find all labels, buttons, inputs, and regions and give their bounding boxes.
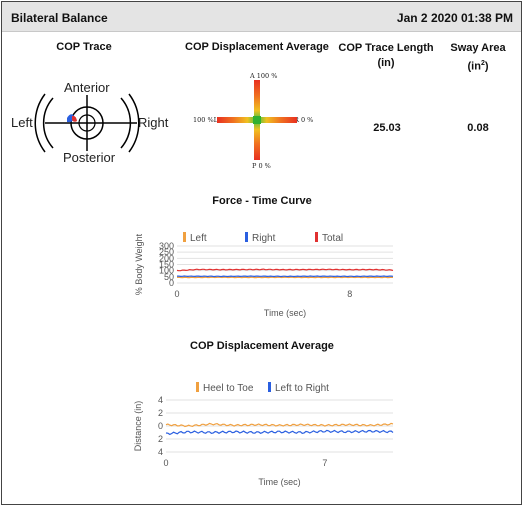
posterior-label: Posterior	[63, 150, 116, 165]
posterior-percent: P 0 %	[252, 162, 271, 170]
sway-area-value: 0.08	[467, 122, 489, 134]
x-tick-label: 8	[347, 289, 352, 299]
report-header: Bilateral Balance Jan 2 2020 01:38 PM	[2, 2, 521, 32]
report-date: Jan 2 2020 01:38 PM	[396, 11, 513, 25]
trace-length-label-line1: COP Trace Length	[338, 42, 434, 54]
x-tick-label: 0	[163, 458, 168, 468]
y-axis-label: % Body Weight	[134, 233, 144, 295]
y-tick-label: 4	[158, 447, 163, 457]
y-tick-label: 0	[158, 421, 163, 431]
legend-swatch-1	[268, 382, 271, 392]
right-percent: R 0 %	[294, 116, 314, 124]
sway-area-label-line1: Sway Area	[450, 42, 506, 54]
legend-label-2: Total	[322, 233, 343, 244]
legend-swatch-0	[196, 382, 199, 392]
cop-trace-title: COP Trace	[56, 41, 112, 53]
left-percent: 100 %L	[193, 116, 218, 124]
series-line-right	[177, 275, 394, 278]
left-label: Left	[11, 115, 33, 130]
y-tick-label: 4	[158, 395, 163, 405]
report-title: Bilateral Balance	[11, 11, 108, 25]
x-tick-label: 0	[174, 289, 179, 299]
legend-swatch-0	[183, 232, 186, 242]
anterior-label: Anterior	[64, 80, 110, 95]
series-line-total	[176, 268, 394, 272]
y-tick-label: 2	[158, 434, 163, 444]
legend-label-0: Left	[190, 233, 207, 244]
series-line-left-to-right	[165, 429, 394, 436]
y-tick-label: 250	[159, 247, 174, 257]
right-label: Right	[138, 115, 169, 130]
cop-displacement-title: COP Displacement Average	[185, 41, 329, 53]
sway-area-unit: (in2)	[467, 60, 489, 73]
x-axis-label: Time (sec)	[258, 477, 300, 487]
legend-label-1: Right	[252, 233, 276, 244]
cop-chart-title: COP Displacement Average	[190, 340, 334, 352]
trace-length-label: COP Trace Length (in)	[337, 41, 435, 71]
trace-length-value: 25.03	[373, 122, 401, 134]
legend-swatch-2	[315, 232, 318, 242]
legend-swatch-1	[245, 232, 248, 242]
sway-area-label: Sway Area (in2)	[442, 41, 514, 75]
y-tick-label: 0	[169, 278, 174, 288]
y-tick-label: 50	[164, 272, 174, 282]
y-axis-label: Distance (in)	[133, 401, 143, 452]
y-tick-label: 200	[159, 253, 174, 263]
legend-label-0: Heel to Toe	[203, 383, 254, 394]
series-line-left	[176, 276, 394, 279]
anterior-percent: A 100 %	[250, 72, 278, 80]
x-axis-label: Time (sec)	[264, 308, 306, 318]
legend-label-1: Left to Right	[275, 383, 329, 394]
force-chart-title: Force - Time Curve	[212, 195, 312, 207]
y-tick-label: 150	[159, 260, 174, 270]
y-tick-label: 100	[159, 266, 174, 276]
trace-length-unit: (in)	[377, 57, 395, 69]
series-line-heel-to-toe	[165, 422, 394, 428]
x-tick-label: 7	[322, 458, 327, 468]
y-tick-label: 2	[158, 408, 163, 418]
y-tick-label: 300	[159, 241, 174, 251]
